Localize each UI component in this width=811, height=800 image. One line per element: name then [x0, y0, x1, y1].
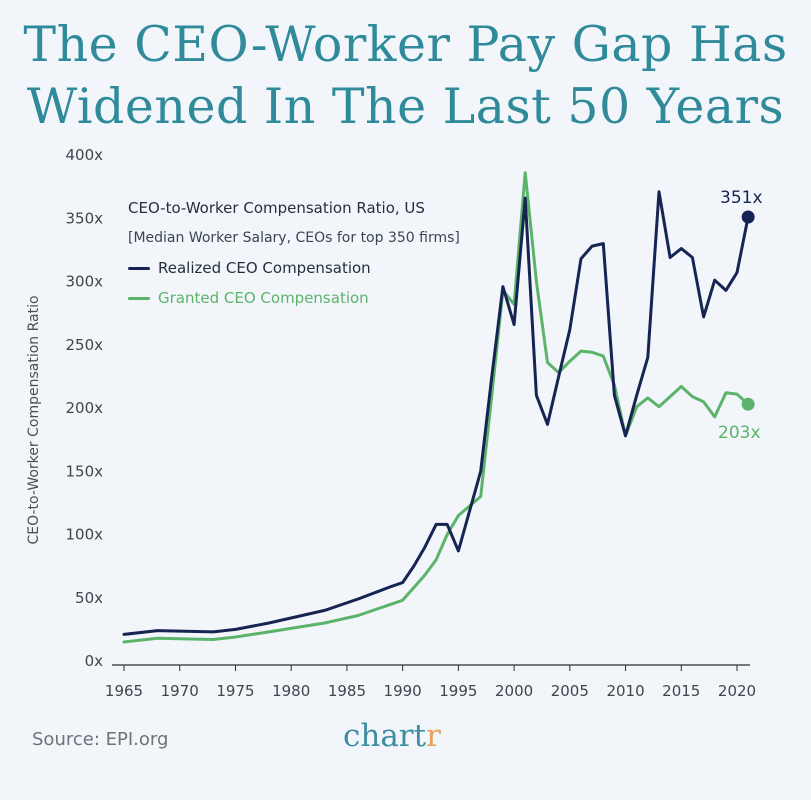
x-tick-label: 1995: [439, 682, 477, 700]
legend-swatch-realized: [128, 266, 150, 270]
legend: CEO-to-Worker Compensation Ratio, US [Me…: [128, 193, 460, 313]
y-axis-label: CEO-to-Worker Compensation Ratio: [26, 295, 42, 545]
x-tick-label: 2015: [662, 682, 700, 700]
legend-label-realized: Realized CEO Compensation: [158, 259, 371, 277]
x-tick-label: 2010: [606, 682, 644, 700]
legend-item-realized: Realized CEO Compensation: [128, 253, 460, 283]
end-point-realized: [741, 210, 755, 224]
y-tick-label: 0x: [85, 652, 104, 670]
end-label-granted: 203x: [718, 423, 761, 443]
series-line-granted: [122, 171, 750, 644]
x-tick-label: 1975: [216, 682, 254, 700]
x-tick-label: 1970: [161, 682, 199, 700]
page-title: The CEO-Worker Pay Gap Has Widened In Th…: [0, 14, 811, 138]
x-tick-label: 2000: [495, 682, 533, 700]
x-tick-label: 1965: [105, 682, 143, 700]
x-tick-label: 2020: [718, 682, 756, 700]
series-line-realized: [122, 190, 750, 636]
title-line-2: Widened In The Last 50 Years: [26, 78, 785, 135]
brand-main: chart: [343, 718, 427, 754]
end-label-realized: 351x: [720, 188, 763, 208]
y-tick-label: 200x: [65, 399, 103, 417]
legend-item-granted: Granted CEO Compensation: [128, 283, 460, 313]
y-tick-label: 350x: [65, 209, 103, 227]
legend-swatch-granted: [128, 296, 150, 300]
y-tick-label: 250x: [65, 336, 103, 354]
y-tick-label: 300x: [65, 273, 103, 291]
y-tick-label: 100x: [65, 526, 103, 544]
brand-logo: chartr: [343, 718, 441, 754]
x-tick-label: 1990: [384, 682, 422, 700]
x-tick-label: 1985: [328, 682, 366, 700]
title-line-1: The CEO-Worker Pay Gap Has: [23, 16, 788, 73]
legend-title: CEO-to-Worker Compensation Ratio, US: [128, 199, 425, 217]
y-tick-label: 150x: [65, 462, 103, 480]
source-text: Source: EPI.org: [32, 729, 169, 750]
x-tick-label: 2005: [551, 682, 589, 700]
brand-accent: r: [426, 718, 441, 754]
legend-label-granted: Granted CEO Compensation: [158, 289, 369, 307]
legend-subtitle: [Median Worker Salary, CEOs for top 350 …: [128, 230, 460, 246]
y-tick-label: 400x: [65, 146, 103, 164]
x-tick-label: 1980: [272, 682, 310, 700]
y-tick-label: 50x: [75, 589, 103, 607]
end-point-granted: [741, 397, 755, 411]
